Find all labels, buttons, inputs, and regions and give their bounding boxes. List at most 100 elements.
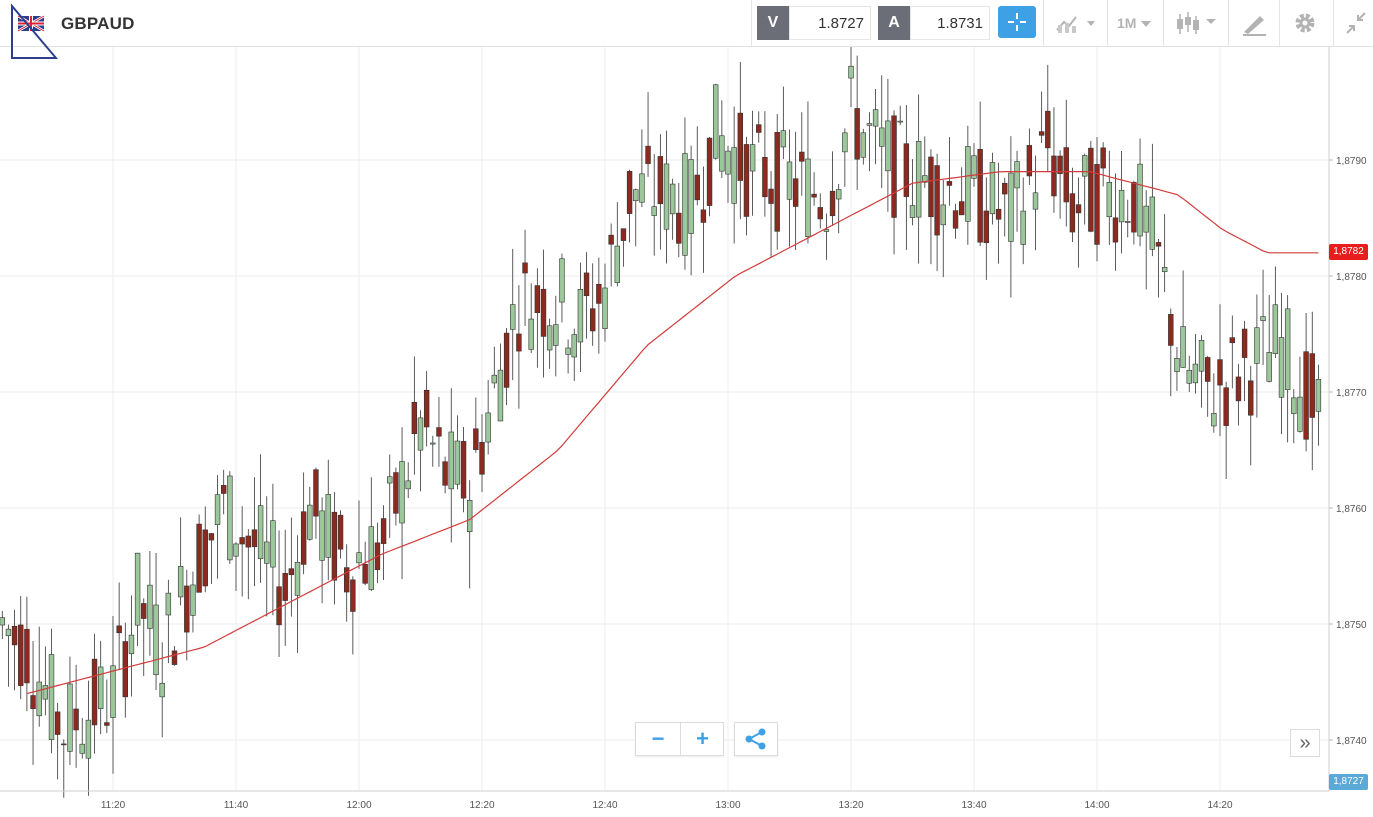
bear-candle — [1155, 242, 1162, 247]
bear-candle — [1223, 387, 1229, 426]
bull-candle — [417, 417, 424, 451]
ask-value: 1.8731 — [910, 6, 990, 40]
bull-candle — [1211, 413, 1217, 427]
bull-candle — [1278, 337, 1285, 398]
bear-candle — [423, 389, 430, 428]
bear-candle — [657, 156, 664, 205]
bull-candle — [42, 685, 49, 700]
bear-candle — [768, 188, 774, 204]
candle-style-button[interactable] — [1175, 8, 1221, 38]
bear-candle — [626, 171, 633, 214]
draw-tool-button[interactable] — [1240, 8, 1270, 38]
chevron-down-icon — [1141, 21, 1152, 28]
bull-candle — [1272, 304, 1279, 354]
settings-button[interactable] — [1291, 8, 1319, 38]
bull-candle — [190, 584, 196, 616]
bull-candle — [989, 162, 996, 215]
timeframe-label: 1M — [1117, 15, 1137, 31]
bear-candle — [221, 485, 227, 494]
bull-candle — [651, 206, 657, 216]
zoom-out-button[interactable]: − — [636, 723, 681, 755]
share-button[interactable] — [734, 722, 778, 756]
bull-candle — [1192, 363, 1199, 384]
bull-candle — [719, 135, 725, 172]
chart-type-button[interactable] — [1054, 8, 1100, 38]
bull-candle — [1149, 196, 1156, 250]
bull-candle — [233, 543, 239, 557]
bull-candle — [497, 369, 504, 422]
bear-candle — [362, 564, 368, 584]
bull-candle — [780, 130, 787, 148]
bid-price-tag: 1,8727 — [1329, 774, 1368, 790]
bear-candle — [620, 228, 627, 241]
bear-candle — [208, 533, 215, 541]
bear-candle — [393, 472, 399, 514]
y-tick-label: 1,8760 — [1336, 504, 1367, 515]
bull-candle — [307, 504, 313, 540]
bull-candle — [577, 289, 584, 343]
bear-candle — [1069, 193, 1076, 233]
bull-candle — [430, 442, 436, 445]
divider — [1107, 0, 1108, 46]
bull-candle — [1161, 266, 1168, 273]
bull-candle — [725, 150, 731, 175]
bull-candle — [866, 123, 873, 126]
bull-candle — [405, 480, 411, 490]
bear-candle — [460, 441, 467, 499]
bull-candle — [399, 461, 405, 524]
bear-candle — [116, 625, 122, 634]
crosshair-button[interactable] — [998, 6, 1036, 38]
bear-candle — [1205, 357, 1211, 382]
collapse-button[interactable] — [1343, 8, 1369, 38]
bull-candle — [688, 159, 694, 234]
bull-candle — [270, 520, 276, 568]
line-chart-icon — [1056, 16, 1095, 33]
time-axis: 11:20 11:40 12:00 12:20 12:40 13:00 13:20 13:40… — [0, 790, 1329, 811]
x-tick-label: 13:20 — [838, 800, 863, 811]
bull-candle — [128, 634, 135, 655]
x-tick-label: 11:40 — [224, 800, 249, 811]
timeframe-dropdown[interactable]: 1M — [1117, 8, 1159, 38]
bear-candle — [977, 149, 983, 243]
bull-candle — [639, 173, 645, 203]
bear-candle — [1057, 155, 1063, 174]
bull-candle — [1297, 396, 1303, 432]
bear-candle — [1229, 337, 1236, 344]
bull-candle — [860, 132, 867, 158]
bull-candle — [749, 144, 756, 172]
bear-candle — [589, 308, 596, 332]
bull-candle — [546, 325, 553, 351]
moving-average-line — [26, 171, 1319, 695]
bull-candle — [940, 204, 946, 226]
price-chart[interactable]: 1,8740 1,8750 1,8760 1,8770 1,8780 1,8790 11:… — [0, 47, 1373, 817]
bear-candle — [380, 518, 387, 544]
share-icon — [745, 728, 766, 750]
bull-candle — [712, 84, 719, 159]
bear-candle — [903, 143, 910, 197]
bear-candle — [1051, 155, 1057, 197]
bull-candle — [602, 287, 608, 329]
bear-candle — [1241, 328, 1248, 358]
candlestick-icon — [1177, 12, 1216, 34]
price-axis: 1,8740 1,8750 1,8760 1,8770 1,8780 1,8790 — [1328, 47, 1373, 817]
bull-candle — [823, 229, 830, 232]
bear-candle — [337, 514, 344, 550]
bull-candle — [356, 552, 362, 564]
bull-candle — [67, 683, 73, 752]
bear-candle — [700, 209, 707, 223]
bull-candle — [85, 719, 92, 759]
bull-candle — [1180, 326, 1186, 368]
bull-candle — [1137, 163, 1143, 237]
scroll-to-latest-button[interactable]: » — [1290, 729, 1320, 757]
zoom-in-button[interactable]: + — [696, 726, 709, 751]
bear-candle — [534, 285, 541, 314]
bear-candle — [1100, 147, 1106, 169]
bear-candle — [473, 428, 479, 450]
bull-candle — [98, 666, 104, 709]
bull-candle — [257, 505, 264, 560]
bear-candle — [774, 132, 780, 232]
bull-candle — [510, 304, 516, 330]
bear-candle — [503, 332, 510, 388]
instrument-symbol: GBPAUD — [61, 14, 135, 33]
bear-candle — [1045, 110, 1051, 149]
